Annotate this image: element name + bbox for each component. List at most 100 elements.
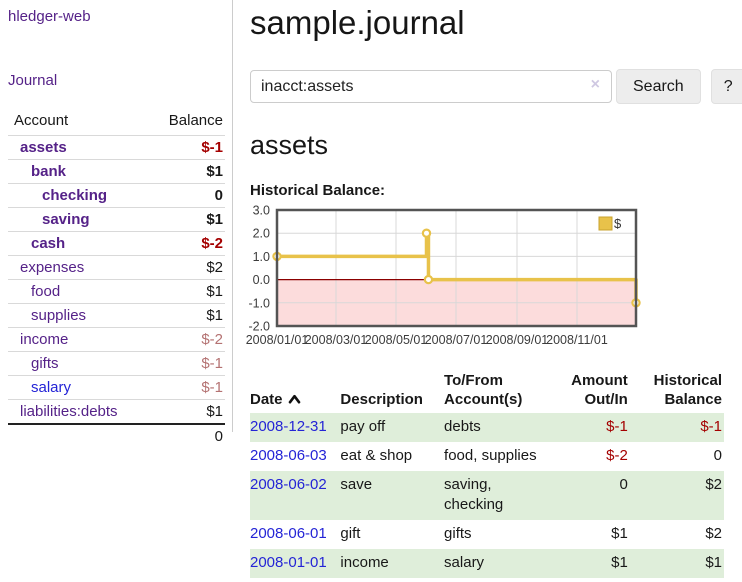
register-header-amount[interactable]: Amount Out/In — [571, 372, 628, 408]
search-input[interactable] — [250, 70, 612, 103]
register-balance-cell: $1 — [705, 554, 722, 571]
register-amount-cell: $1 — [611, 554, 628, 571]
account-link-checking[interactable]: checking — [42, 187, 108, 204]
register-amount-cell: $-2 — [606, 447, 628, 464]
chart-xtick-label: 2008/01/01 — [246, 333, 309, 347]
account-name-cell: checking — [8, 183, 147, 208]
chart-xtick-label: 2008/11/01 — [546, 333, 608, 347]
register-header-accounts[interactable]: To/From Account(s) — [444, 372, 523, 408]
register-table: Date Description To/From Account(s) Amou… — [250, 369, 724, 578]
account-balance: $-1 — [146, 375, 225, 400]
balance-chart-svg: 3.0 2.0 1.0 0.0 -1.0 -2.02008/01/012008/03/01… — [246, 204, 641, 347]
account-link-salary[interactable]: salary — [31, 379, 72, 396]
account-link-gifts[interactable]: gifts — [31, 355, 59, 372]
account-name-cell: expenses — [8, 255, 147, 280]
chart-data-point — [423, 274, 434, 285]
register-header-balance[interactable]: Historical Balance — [653, 372, 722, 408]
register-balance-cell: 0 — [713, 447, 722, 464]
account-row: liabilities:debts $1 — [8, 399, 225, 424]
register-accounts-cell: debts — [444, 418, 481, 435]
account-name-cell: gifts — [8, 351, 147, 376]
account-name-cell: saving — [8, 207, 147, 232]
brand-link[interactable]: hledger-web — [8, 8, 91, 25]
register-row: 2008-01-01 income salary $1 $1 — [250, 549, 724, 578]
clear-search-icon[interactable]: × — [590, 76, 600, 93]
search-input-wrap: × — [250, 70, 612, 103]
sort-ascending-icon — [288, 394, 300, 404]
transaction-date-link[interactable]: 2008-06-01 — [250, 525, 327, 542]
sidebar-item-journal[interactable]: Journal — [8, 72, 58, 89]
account-balance: $-1 — [146, 351, 225, 376]
account-name-cell: salary — [8, 375, 147, 400]
sidebar: hledger-web Journal Account Balance asse… — [0, 0, 233, 448]
account-name-cell: food — [8, 279, 147, 304]
accounts-total-row: 0 — [8, 423, 225, 448]
transaction-date-link[interactable]: 2008-01-01 — [250, 554, 327, 571]
brand: hledger-web — [8, 8, 232, 26]
register-header-date-label: Date — [250, 391, 283, 408]
account-link-liabilities-debts[interactable]: liabilities:debts — [20, 403, 118, 420]
chart-xtick-label: 2008/07/01 — [425, 333, 488, 347]
account-link-food[interactable]: food — [31, 283, 61, 300]
register-description-cell: save — [340, 476, 373, 493]
main-content: sample.journal × Search ? assets Histori… — [233, 0, 742, 578]
account-row: saving $1 — [8, 207, 225, 232]
transaction-date-link[interactable]: 2008-06-02 — [250, 476, 327, 493]
register-header-description[interactable]: Description — [340, 391, 423, 408]
account-row: salary $-1 — [8, 375, 225, 400]
chart-border — [275, 208, 638, 328]
account-name-cell: bank — [8, 159, 147, 184]
search-bar: × Search ? — [250, 69, 742, 104]
account-balance: $1 — [146, 279, 225, 304]
account-row: income $-2 — [8, 327, 225, 352]
page-title: sample.journal — [250, 4, 465, 41]
register-amount-cell: $1 — [611, 525, 628, 542]
register-tbody: 2008-12-31 pay off debts $-1 $-1 2008-06-03 ea… — [250, 413, 724, 578]
register-row: 2008-06-01 gift gifts $1 $2 — [250, 520, 724, 549]
register-accounts-cell: gifts — [444, 525, 472, 542]
account-name-cell: income — [8, 327, 147, 352]
chart-ytick-label: 1.0 — [253, 250, 270, 264]
account-link-supplies[interactable]: supplies — [31, 307, 87, 324]
register-accounts-cell: saving, checking — [444, 476, 504, 513]
transaction-date-link[interactable]: 2008-06-03 — [250, 447, 327, 464]
register-row: 2008-06-02 save saving, checking 0 $2 — [250, 471, 724, 520]
account-row: bank $1 — [8, 159, 225, 184]
transaction-date-link[interactable]: 2008-12-31 — [250, 418, 327, 435]
account-link-assets[interactable]: assets — [20, 139, 67, 156]
account-link-expenses[interactable]: expenses — [20, 259, 85, 276]
chart-ytick-label: 0.0 — [253, 273, 270, 287]
account-balance: $-1 — [146, 135, 225, 160]
accounts-header-account: Account — [14, 112, 69, 129]
account-row: supplies $1 — [8, 303, 225, 328]
search-button[interactable]: Search — [616, 69, 701, 104]
account-link-income[interactable]: income — [20, 331, 69, 348]
register-amount-cell: 0 — [619, 476, 628, 493]
chart-xtick-label: 2008/09/01 — [486, 333, 549, 347]
account-row: cash $-2 — [8, 231, 225, 256]
account-balance: $1 — [146, 399, 225, 424]
register-date-cell: 2008-06-03 — [250, 442, 340, 471]
accounts-total-spacer — [8, 423, 147, 448]
chart-ytick-label: 3.0 — [253, 204, 270, 218]
account-link-cash[interactable]: cash — [31, 235, 66, 252]
register-header-date[interactable]: Date — [250, 369, 340, 413]
register-date-cell: 2008-06-02 — [250, 471, 340, 520]
account-balance: 0 — [146, 183, 225, 208]
account-row: checking 0 — [8, 183, 225, 208]
chart-title: Historical Balance: — [250, 182, 386, 199]
account-link-saving[interactable]: saving — [42, 211, 90, 228]
account-heading: assets — [250, 130, 329, 160]
accounts-table: Account Balance assets $-1 bank $1 checking 0… — [8, 110, 225, 448]
account-name-cell: supplies — [8, 303, 147, 328]
account-row: gifts $-1 — [8, 351, 225, 376]
chart-xtick-label: 2008/05/01 — [365, 333, 428, 347]
account-link-bank[interactable]: bank — [31, 163, 67, 180]
account-row: expenses $2 — [8, 255, 225, 280]
register-header-row: Date Description To/From Account(s) Amou… — [250, 369, 724, 413]
chart-xtick-label: 2008/03/01 — [305, 333, 368, 347]
register-date-cell: 2008-01-01 — [250, 549, 340, 578]
chart-ytick-label: -2.0 — [248, 320, 270, 334]
account-name-cell: liabilities:debts — [8, 399, 147, 424]
help-button[interactable]: ? — [710, 69, 742, 104]
